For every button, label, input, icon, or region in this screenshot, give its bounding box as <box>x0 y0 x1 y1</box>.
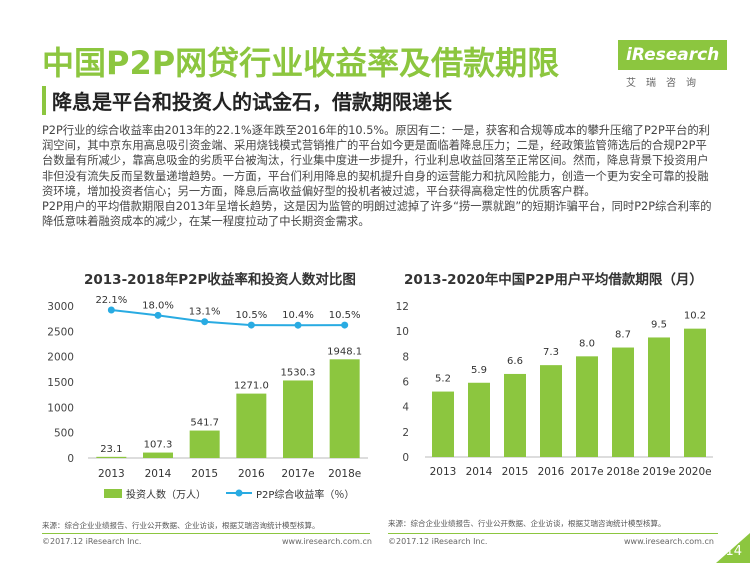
bar-value-label: 1271.0 <box>234 381 269 392</box>
bar-value-label: 107.3 <box>144 440 173 451</box>
legend-bar-swatch <box>104 489 122 498</box>
bar <box>684 328 706 457</box>
bar-value-label: 7.3 <box>543 347 559 358</box>
x-tick-label: 2013 <box>430 466 457 478</box>
footer-copyright-right: ©2017.12 iResearch Inc. <box>388 537 488 546</box>
chart2-title: 2013-2020年中国P2P用户平均借款期限（月） <box>404 272 703 288</box>
paragraph-1: P2P行业的综合收益率由2013年的22.1%逐年跌至2016年的10.5%。原… <box>42 124 710 198</box>
footer-copyright-left: ©2017.12 iResearch Inc. <box>42 537 142 546</box>
bar <box>540 365 562 457</box>
x-tick-label: 2018e <box>606 466 639 478</box>
bar <box>576 356 598 457</box>
y-tick-label: 500 <box>54 428 74 440</box>
y-tick-label: 4 <box>402 402 409 414</box>
y-tick-label: 8 <box>402 351 409 363</box>
chart2: 0 2 4 6 8 10 12 5.2 2013 5.9 2014 6.6 2015 7.3 2016 8.0… <box>396 301 713 478</box>
y-tick-label: 2500 <box>47 326 74 338</box>
x-tick-label: 2013 <box>98 468 125 480</box>
y-tick-label: 2 <box>402 427 409 439</box>
bar-value-label: 1948.1 <box>327 346 362 357</box>
logo-sub: 艾瑞咨询 <box>626 78 706 89</box>
body-text: P2P行业的综合收益率由2013年的22.1%逐年跌至2016年的10.5%。原… <box>42 123 712 229</box>
paragraph-2: P2P用户的平均借款期限自2013年呈增长趋势，这是因为监管的明朗过滤掉了许多“… <box>42 200 712 229</box>
legend-line-marker <box>235 489 243 497</box>
x-tick-label: 2014 <box>145 468 172 480</box>
rate-value-label: 10.4% <box>282 310 314 321</box>
y-tick-label: 2000 <box>47 352 74 364</box>
bar-value-label: 10.2 <box>684 311 706 322</box>
bar <box>143 452 173 458</box>
bar <box>329 359 360 458</box>
page-subtitle: 降息是平台和投资人的试金石，借款期限递长 <box>42 86 720 115</box>
page-number: 14 <box>716 533 750 563</box>
logo-brand: iResearch <box>618 40 728 70</box>
footer-divider-left <box>42 533 370 534</box>
rate-point <box>294 321 302 329</box>
chart2-source: 来源：综合企业业绩报告、行业公开数据、企业访谈，根据艾瑞咨询统计模型核算。 <box>388 519 666 528</box>
rate-point <box>107 306 115 314</box>
chart1-source: 来源：综合企业业绩报告、行业公开数据、企业访谈，根据艾瑞咨询统计模型核算。 <box>42 521 320 530</box>
footer-website-left: www.iresearch.com.cn <box>282 537 372 546</box>
x-tick-label: 2016 <box>238 468 265 480</box>
bar-value-label: 23.1 <box>100 444 122 455</box>
bar <box>504 373 526 457</box>
bar <box>648 337 670 457</box>
rate-value-label: 18.0% <box>142 300 174 311</box>
bar <box>432 391 454 457</box>
bar <box>96 456 127 458</box>
bar-value-label: 8.7 <box>615 330 631 341</box>
y-tick-label: 6 <box>402 377 409 389</box>
legend-bar-label: 投资人数（万人） <box>126 488 206 501</box>
chart1: 0 500 1000 1500 2000 2500 3000 23.1 2013 107.3 201… <box>47 295 368 501</box>
footer-website-right: www.iresearch.com.cn <box>624 537 714 546</box>
rate-point <box>154 311 162 319</box>
bar <box>236 393 267 458</box>
rate-point <box>341 321 349 329</box>
bar-value-label: 6.6 <box>507 356 523 367</box>
bar-value-label: 8.0 <box>579 338 595 349</box>
bar <box>189 430 220 458</box>
rate-value-label: 10.5% <box>235 310 267 321</box>
x-tick-label: 2017e <box>281 468 314 480</box>
y-tick-label: 1000 <box>47 402 74 414</box>
x-tick-label: 2017e <box>570 466 603 478</box>
rate-value-label: 13.1% <box>189 307 221 318</box>
y-tick-label: 0 <box>402 452 409 464</box>
bar-value-label: 5.9 <box>471 365 487 376</box>
rate-value-label: 22.1% <box>95 295 127 306</box>
x-tick-label: 2019e <box>642 466 675 478</box>
rate-line <box>111 309 345 327</box>
bar-value-label: 541.7 <box>190 418 219 429</box>
chart1-title: 2013-2018年P2P收益率和投资人数对比图 <box>84 272 356 288</box>
y-tick-label: 3000 <box>47 301 74 313</box>
legend-line-label: P2P综合收益率（％） <box>256 488 354 501</box>
bar <box>612 347 634 457</box>
x-tick-label: 2016 <box>538 466 565 478</box>
x-tick-label: 2015 <box>191 468 218 480</box>
rate-point <box>247 321 255 329</box>
rate-point <box>201 318 209 326</box>
y-tick-label: 0 <box>67 453 74 465</box>
bar-value-label: 5.2 <box>435 374 451 385</box>
x-tick-label: 2020e <box>678 466 711 478</box>
x-tick-label: 2014 <box>466 466 493 478</box>
y-tick-label: 10 <box>396 326 409 338</box>
bar <box>468 382 490 457</box>
footer-divider-right <box>388 533 718 534</box>
bar-value-label: 1530.3 <box>281 367 316 378</box>
rate-value-label: 10.5% <box>329 310 361 321</box>
bar-value-label: 9.5 <box>651 319 667 330</box>
page-title: 中国P2P网贷行业收益率及借款期限 <box>42 44 560 82</box>
y-tick-label: 12 <box>396 301 409 313</box>
y-tick-label: 1500 <box>47 377 74 389</box>
brand-logo: iResearch 艾瑞咨询 <box>618 40 728 89</box>
bar <box>283 380 313 458</box>
x-tick-label: 2018e <box>328 468 361 480</box>
x-tick-label: 2015 <box>502 466 529 478</box>
